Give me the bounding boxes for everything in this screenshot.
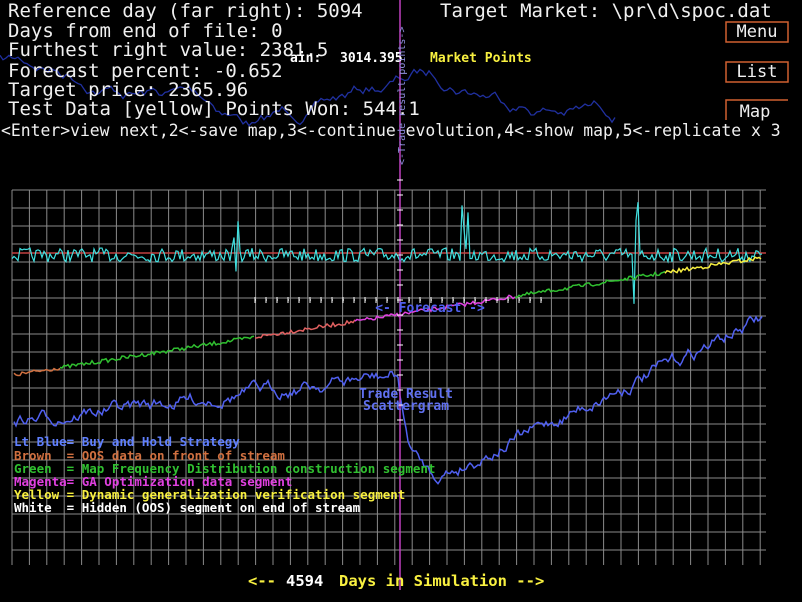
market-curve [0,54,616,127]
legend-entry: Green = Map Frequency Distribution const… [14,461,435,476]
gain-prefix: ain: [290,51,321,66]
command-line: <Enter>view next,2<-save map,3<-continue… [1,121,781,140]
forecast-percent: Forecast percent: -0.652 [8,60,283,82]
days-from-end: Days from end of file: 0 [8,20,283,42]
legend-entry: Brown = OOS data on front of stream [14,448,285,463]
footer-days: 4594 [286,572,323,590]
menu-button-frame [725,21,789,43]
target-price: Target price: 2365.96 [8,79,248,101]
trend-segment [514,270,666,299]
buy-and-hold [13,315,763,485]
footer-text: Days in Simulation --> [339,572,544,590]
reference-day: Reference day (far right): 5094 [8,0,363,22]
vertical-axis-label: <-Trade result points-> [397,27,408,165]
legend-entry: Magenta= GA Optimization data segment [14,474,292,489]
footer-arrow: <-- [248,572,276,590]
trend-segment [13,367,61,377]
test-data-points: Test Data [yellow] Points Won: 544.1 [8,98,420,120]
target-market: Target Market: \pr\d\spoc.dat [440,0,772,22]
list-button[interactable]: List [737,62,778,82]
legend-entry: White = Hidden (OOS) segment on end of s… [14,500,361,515]
trend-segment [59,335,255,369]
trend-segment [354,294,516,322]
trend-segment [664,256,762,274]
chart-area [0,0,766,590]
scattergram-label: Scattergram [363,399,449,414]
list-button-frame [725,61,789,83]
oscillator [11,202,763,304]
trend-segment [254,319,356,339]
map-button[interactable]: Map [740,102,771,122]
gain-value: 3014.395 [340,51,403,66]
scattergram-label: Trade Result [359,387,453,402]
gain-unit: Market Points [430,51,532,66]
legend-entry: Yellow = Dynamic generalization verifica… [14,487,405,502]
menu-button[interactable]: Menu [737,22,778,42]
forecast-label: <- Forecast -> [375,301,485,316]
legend-entry: Lt Blue= Buy and Hold Strategy [14,434,240,449]
furthest-right-value: Furthest right value: 2381.5 [8,39,328,61]
map-button-frame [725,99,788,120]
